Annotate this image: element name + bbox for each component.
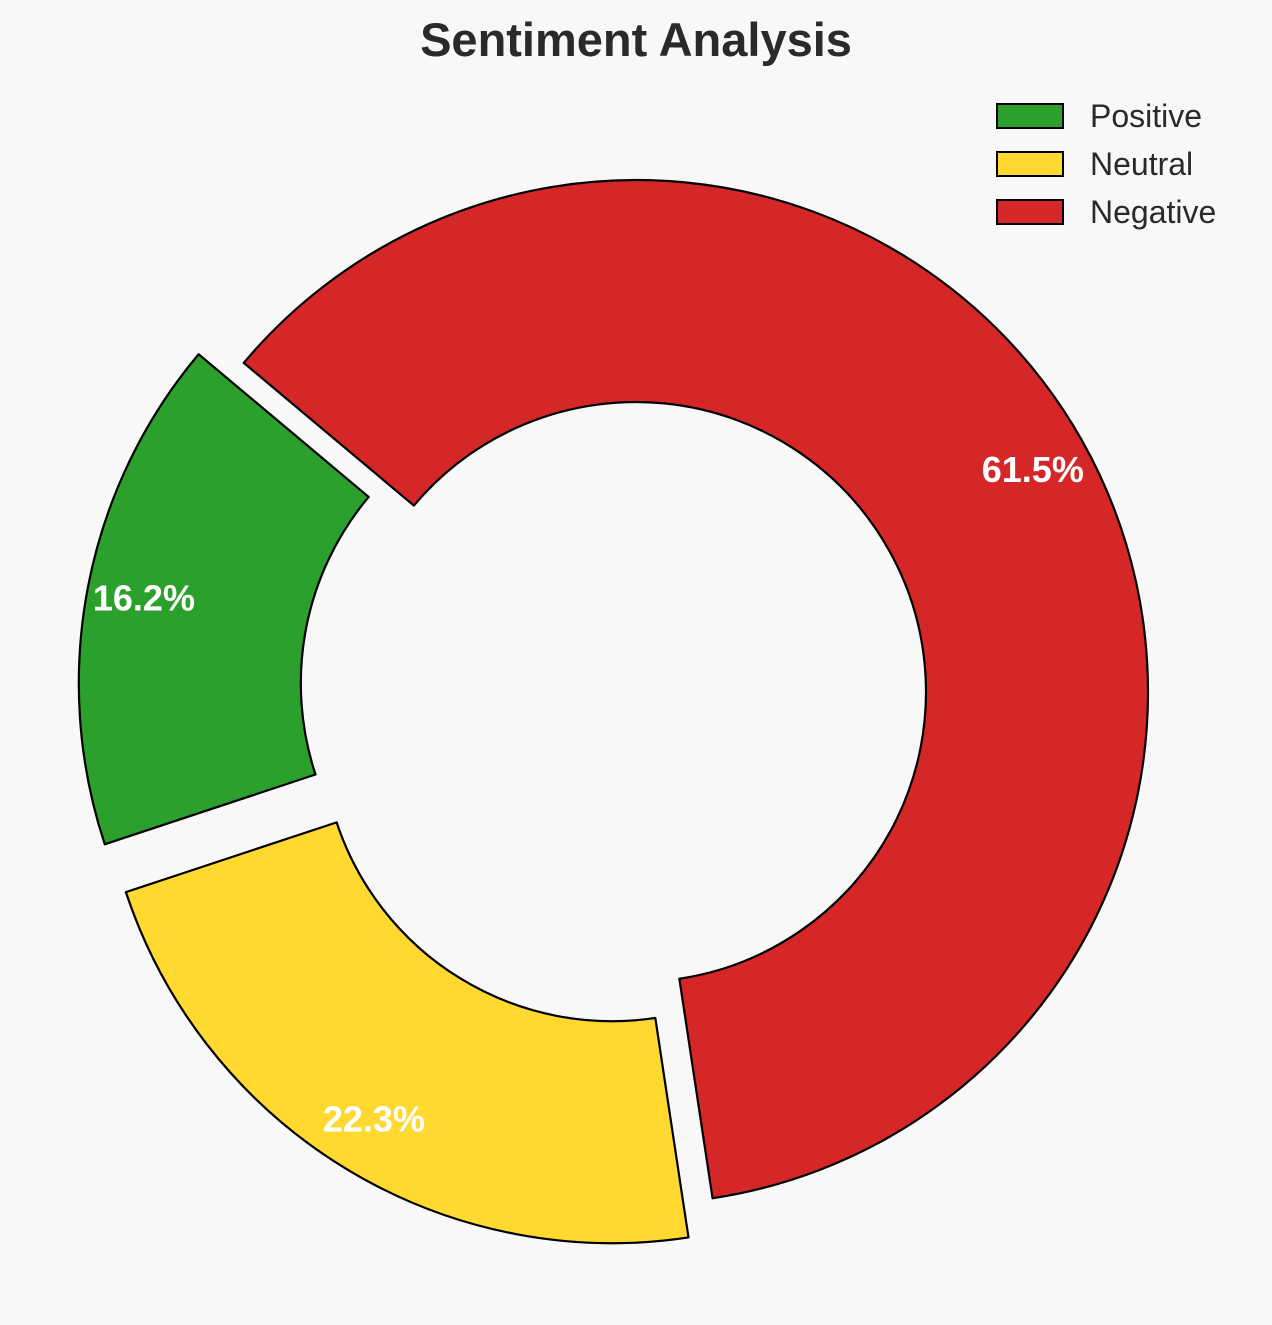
slice-label-positive: 16.2% xyxy=(93,577,195,618)
legend-swatch-positive xyxy=(996,103,1064,129)
legend: Positive Neutral Negative xyxy=(996,98,1216,230)
legend-label-neutral: Neutral xyxy=(1090,146,1193,182)
legend-item-negative: Negative xyxy=(996,194,1216,230)
legend-item-neutral: Neutral xyxy=(996,146,1193,182)
slice-negative xyxy=(242,178,1150,1200)
slice-neutral xyxy=(124,821,690,1245)
legend-label-positive: Positive xyxy=(1090,98,1202,134)
legend-item-positive: Positive xyxy=(996,98,1202,134)
slice-positive xyxy=(77,353,370,846)
legend-swatch-neutral xyxy=(996,151,1064,177)
donut-slices xyxy=(77,178,1150,1245)
legend-label-negative: Negative xyxy=(1090,194,1216,230)
chart-title: Sentiment Analysis xyxy=(420,13,852,66)
slice-label-neutral: 22.3% xyxy=(323,1098,425,1139)
slice-percentage-labels: 16.2% 22.3% 61.5% xyxy=(93,449,1084,1140)
legend-swatch-negative xyxy=(996,199,1064,225)
slice-label-negative: 61.5% xyxy=(982,449,1084,490)
